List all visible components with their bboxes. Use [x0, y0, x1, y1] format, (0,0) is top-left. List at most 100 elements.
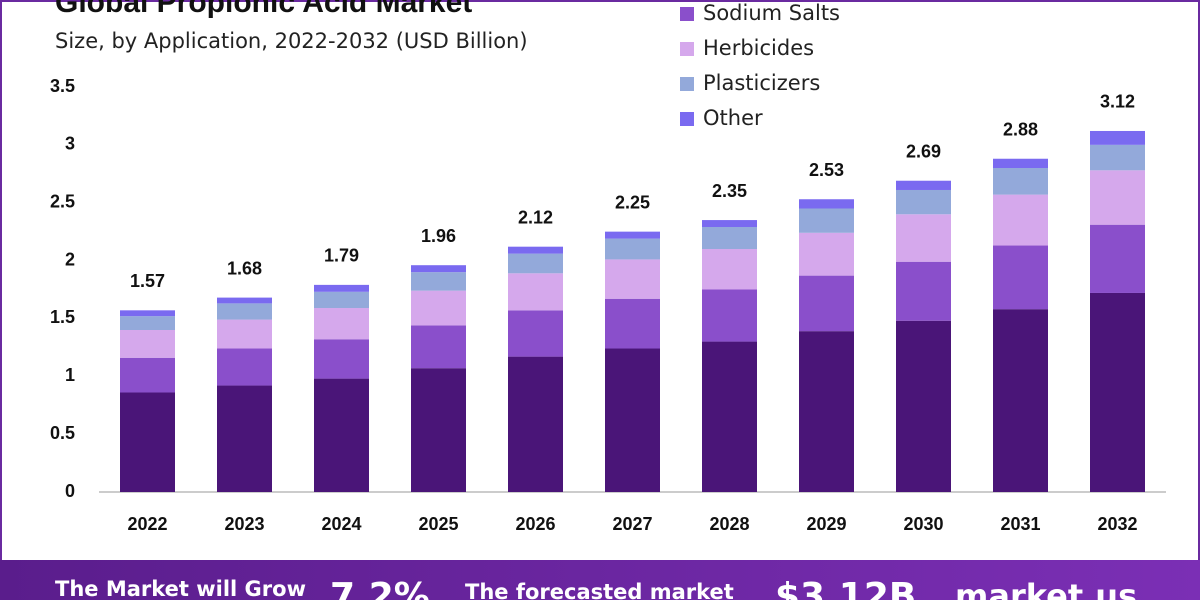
total-label: 2.25 — [615, 192, 650, 212]
legend-swatch — [680, 42, 694, 56]
bar-segment — [605, 231, 660, 239]
bar-segment — [411, 265, 466, 273]
bar-segment — [993, 245, 1048, 310]
bar-segment — [799, 208, 854, 233]
bar-segment — [120, 392, 175, 492]
bar-segment — [1090, 130, 1145, 145]
bar-segment — [799, 199, 854, 209]
bar-segment — [702, 220, 757, 228]
x-tick-label: 2030 — [903, 514, 943, 534]
y-tick-label: 0 — [65, 481, 75, 501]
y-tick-label: 2.5 — [50, 191, 75, 211]
x-tick-label: 2029 — [806, 514, 846, 534]
bar-segment — [314, 339, 369, 379]
bar-segment — [702, 249, 757, 290]
bar-segment — [217, 319, 272, 349]
bar-segment — [508, 273, 563, 311]
total-label: 3.12 — [1100, 92, 1135, 112]
bar-segment — [896, 214, 951, 262]
bar-segment — [993, 158, 1048, 168]
bar-segment — [120, 357, 175, 393]
total-label: 1.68 — [227, 258, 262, 278]
bar-segment — [314, 308, 369, 340]
bar-segment — [314, 291, 369, 309]
bar-segment — [314, 284, 369, 292]
total-label: 1.96 — [421, 226, 456, 246]
bar-segment — [993, 194, 1048, 246]
bar-segment — [1090, 144, 1145, 171]
banner — [0, 560, 1200, 600]
plot: 00.511.522.533.51.5720221.6820231.792024… — [50, 1, 1166, 534]
legend-label: Plasticizers — [703, 71, 820, 95]
banner-text: The forecasted market — [465, 580, 734, 600]
legend-swatch — [680, 7, 694, 21]
bar-segment — [411, 290, 466, 326]
bar-segment — [702, 341, 757, 492]
bar-segment — [411, 325, 466, 369]
legend-label: Herbicides — [703, 36, 814, 60]
y-tick-label: 0.5 — [50, 423, 75, 443]
bar-segment — [799, 331, 854, 492]
y-tick-label: 1.5 — [50, 307, 75, 327]
bar-segment — [896, 261, 951, 321]
bar-segment — [605, 298, 660, 349]
total-label: 1.57 — [130, 271, 165, 291]
legend-swatch — [680, 77, 694, 91]
chart-subtitle: Size, by Application, 2022-2032 (USD Bil… — [55, 29, 528, 53]
x-tick-label: 2032 — [1097, 514, 1137, 534]
chart-title: Global Propionic Acid Market — [55, 0, 472, 19]
bar-segment — [508, 310, 563, 357]
banner-text: The Market will Grow — [55, 577, 306, 600]
bar-segment — [120, 310, 175, 317]
bar-segment — [411, 368, 466, 492]
bar-segment — [799, 275, 854, 332]
bar-segment — [896, 189, 951, 215]
bar-segment — [702, 227, 757, 249]
x-tick-label: 2027 — [612, 514, 652, 534]
bar-segment — [993, 168, 1048, 195]
bar-segment — [508, 246, 563, 254]
bar-segment — [217, 303, 272, 320]
bar-segment — [217, 385, 272, 492]
bar-segment — [896, 320, 951, 492]
bar-segment — [702, 289, 757, 342]
bar-segment — [896, 180, 951, 190]
bar-segment — [1090, 224, 1145, 293]
bar-segment — [508, 356, 563, 492]
total-label: 1.79 — [324, 246, 359, 266]
bar-segment — [411, 272, 466, 291]
bar-segment — [799, 232, 854, 276]
bar-segment — [605, 238, 660, 260]
total-label: 2.69 — [906, 141, 941, 161]
total-label: 2.12 — [518, 207, 553, 227]
bar-segment — [120, 316, 175, 330]
x-tick-label: 2025 — [418, 514, 458, 534]
bar-segment — [314, 378, 369, 492]
legend-swatch — [680, 112, 694, 126]
total-label: 2.88 — [1003, 119, 1038, 139]
x-tick-label: 2028 — [709, 514, 749, 534]
brand: market.us — [955, 577, 1137, 600]
bar-segment — [1090, 170, 1145, 225]
y-tick-label: 2 — [65, 249, 75, 269]
legend-label: Other — [703, 106, 763, 130]
bar-segment — [217, 348, 272, 386]
x-tick-label: 2023 — [224, 514, 264, 534]
x-tick-label: 2022 — [127, 514, 167, 534]
banner-cagr: 7.2% — [330, 576, 430, 600]
legend-label: Sodium Salts — [703, 1, 840, 25]
bar-segment — [508, 253, 563, 274]
x-tick-label: 2026 — [515, 514, 555, 534]
bar-segment — [217, 297, 272, 304]
bar-segment — [605, 259, 660, 299]
banner-value: $3.12B — [775, 576, 916, 600]
bar-segment — [120, 330, 175, 358]
y-tick-label: 1 — [65, 365, 75, 385]
bar-segment — [605, 348, 660, 492]
bar-segment — [1090, 292, 1145, 492]
x-tick-label: 2031 — [1000, 514, 1040, 534]
total-label: 2.53 — [809, 160, 844, 180]
total-label: 2.35 — [712, 181, 747, 201]
